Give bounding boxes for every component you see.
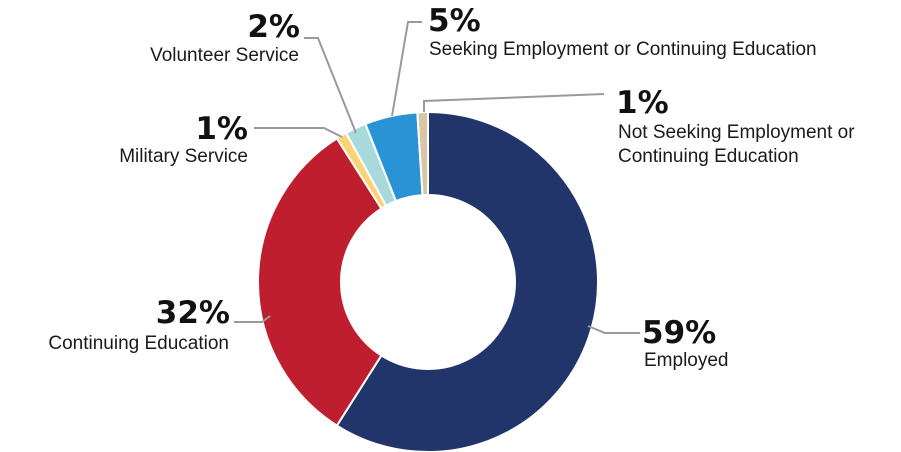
leader-lines bbox=[234, 21, 640, 334]
category-label-not-seeking-line1: Not Seeking Employment or bbox=[618, 122, 855, 143]
slice-not-seeking bbox=[416, 110, 429, 197]
pct-label-volunteer-service: 2% bbox=[247, 9, 300, 45]
leader-line-military-service bbox=[254, 127, 343, 138]
pct-label-employed: 59% bbox=[642, 315, 716, 351]
donut-slices bbox=[256, 110, 599, 452]
pct-label-not-seeking: 1% bbox=[616, 85, 669, 121]
category-label-volunteer-service: Volunteer Service bbox=[150, 45, 299, 66]
slice-continuing-education bbox=[256, 137, 383, 427]
category-label-seeking: Seeking Employment or Continuing Educati… bbox=[429, 39, 817, 60]
category-label-not-seeking-line2: Continuing Education bbox=[618, 146, 799, 167]
category-label-continuing-education: Continuing Education bbox=[48, 333, 229, 354]
slice-employed bbox=[335, 110, 599, 452]
pct-label-military-service: 1% bbox=[195, 111, 248, 147]
leader-line-not-seeking bbox=[423, 93, 605, 112]
category-label-employed: Employed bbox=[644, 350, 729, 371]
leader-line-continuing-education bbox=[234, 315, 271, 323]
leader-line-volunteer-service bbox=[304, 37, 357, 134]
category-label-military-service: Military Service bbox=[119, 146, 248, 167]
pct-label-continuing-education: 32% bbox=[156, 295, 230, 331]
leader-line-employed bbox=[587, 325, 640, 334]
pct-label-seeking: 5% bbox=[428, 3, 481, 39]
leader-line-seeking bbox=[391, 21, 422, 117]
